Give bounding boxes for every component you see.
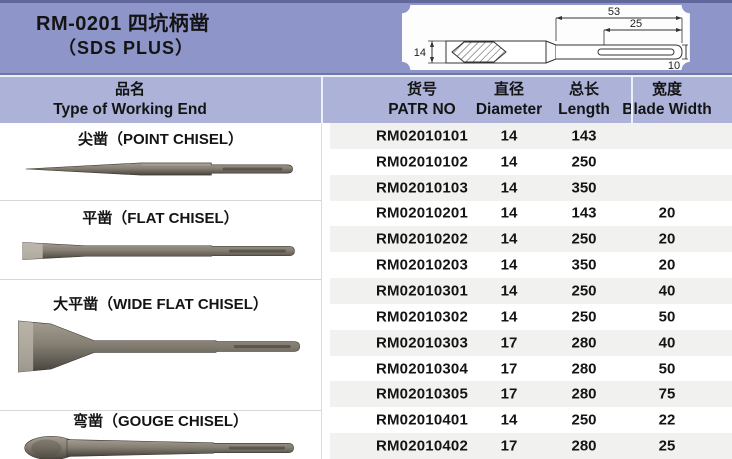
cell-part-no: RM02010303 [375,334,469,352]
table-row: RM02010301 14 250 40 [330,278,732,304]
cell-diameter: 17 [500,437,518,455]
banner-divider [0,75,732,77]
cell-length: 250 [571,282,597,300]
cell-length: 280 [571,334,597,352]
dim-25-label: 25 [630,18,642,30]
cell-part-no: RM02010401 [375,411,469,429]
section-gouge-chisel: 弯凿（GOUGE CHISEL） [0,411,321,459]
table-row: RM02010101 14 143 [330,123,732,149]
flat-chisel-image [22,241,295,260]
section-label: 平凿（FLAT CHISEL） [82,209,239,227]
column-header-working-end: 品名 Type of Working End [53,81,207,118]
cell-length: 143 [571,204,597,222]
cell-length: 250 [571,308,597,326]
cell-part-no: RM02010103 [375,179,469,197]
page-subtitle: （SDS PLUS） [58,38,195,58]
cell-diameter: 14 [500,153,518,171]
cell-blade-width: 75 [658,385,676,403]
cell-diameter: 14 [500,282,518,300]
cell-part-no: RM02010302 [375,308,469,326]
column-header-length: 总长 Length [558,81,610,118]
dim-53-label: 53 [608,6,620,18]
cell-length: 350 [571,179,597,197]
cell-blade-width: 40 [658,282,676,300]
table-rows: RM02010101 14 143 RM02010102 14 250 RM02… [330,123,732,459]
cell-length: 280 [571,437,597,455]
cell-diameter: 14 [500,230,518,248]
table-row: RM02010303 17 280 40 [330,329,732,356]
table-row: RM02010302 14 250 50 [330,303,732,330]
cell-diameter: 14 [500,127,518,145]
shank-dimension-drawing: 53 25 14 [414,6,688,70]
section-point-chisel: 尖凿（POINT CHISEL） [0,123,321,201]
cell-part-no: RM02010203 [375,256,469,274]
dim-14-label: 14 [414,47,426,59]
table-body: 尖凿（POINT CHISEL） 平凿（FLAT CHISEL） [0,123,732,459]
cell-length: 250 [571,411,597,429]
cell-length: 250 [571,230,597,248]
page-title: RM-0201 四坑柄凿 [36,13,210,35]
cell-part-no: RM02010201 [375,204,469,222]
column-header-blade-width: 宽度 Blade Width [622,81,712,118]
gouge-chisel-image [23,436,294,459]
cell-blade-width: 40 [658,334,676,352]
section-flat-chisel: 平凿（FLAT CHISEL） [0,201,321,280]
cell-diameter: 14 [500,411,518,429]
cell-length: 280 [571,360,597,378]
table-row: RM02010102 14 250 [330,148,732,175]
cell-blade-width: 22 [658,411,676,429]
section-wide-flat-chisel: 大平凿（WIDE FLAT CHISEL） [0,280,321,412]
cell-diameter: 17 [500,385,518,403]
header-column-divider [631,77,633,123]
table-row: RM02010202 14 250 20 [330,226,732,253]
table-row: RM02010305 17 280 75 [330,381,732,408]
table-row: RM02010304 17 280 50 [330,355,732,382]
cell-blade-width: 20 [658,204,676,222]
cell-diameter: 17 [500,334,518,352]
cell-blade-width: 20 [658,230,676,248]
table-row: RM02010203 14 350 20 [330,252,732,279]
cell-diameter: 14 [500,204,518,222]
cell-part-no: RM02010301 [375,282,469,300]
table-header: 品名 Type of Working End 货号 PATR NO 直径 Dia… [0,77,732,123]
section-label: 尖凿（POINT CHISEL） [77,131,243,148]
cell-length: 350 [571,256,597,274]
section-label: 大平凿（WIDE FLAT CHISEL） [53,295,268,313]
table-row: RM02010201 14 143 20 [330,200,732,227]
cell-length: 143 [571,127,597,145]
cell-part-no: RM02010202 [375,230,469,248]
cell-part-no: RM02010305 [375,385,469,403]
column-header-part-no: 货号 PATR NO [388,81,456,118]
cell-blade-width: 50 [658,360,676,378]
dim-10-label: 10 [668,60,680,70]
cell-blade-width: 50 [658,308,676,326]
cell-diameter: 14 [500,308,518,326]
working-end-column: 尖凿（POINT CHISEL） 平凿（FLAT CHISEL） [0,123,322,459]
cell-blade-width: 20 [658,256,676,274]
cell-part-no: RM02010402 [375,437,469,455]
cell-length: 280 [571,385,597,403]
title-block: RM-0201 四坑柄凿 （SDS PLUS） [36,13,210,59]
point-chisel-image [25,162,293,176]
banner: RM-0201 四坑柄凿 （SDS PLUS） 53 [0,0,732,75]
header-column-divider [321,77,323,123]
technical-drawing-card: 53 25 14 [402,5,690,70]
column-header-diameter: 直径 Diameter [475,81,543,118]
cell-length: 250 [571,153,597,171]
wide-flat-chisel-image [17,320,300,372]
cell-blade-width: 25 [658,437,676,455]
cell-diameter: 14 [500,179,518,197]
cell-part-no: RM02010304 [375,360,469,378]
cell-diameter: 17 [500,360,518,378]
table-row: RM02010103 14 350 [330,174,732,201]
cell-part-no: RM02010102 [375,153,469,171]
section-label: 弯凿（GOUGE CHISEL） [72,413,248,431]
table-row: RM02010401 14 250 22 [330,407,732,434]
cell-diameter: 14 [500,256,518,274]
table-row: RM02010402 17 280 25 [330,433,732,459]
cell-part-no: RM02010101 [375,127,469,145]
